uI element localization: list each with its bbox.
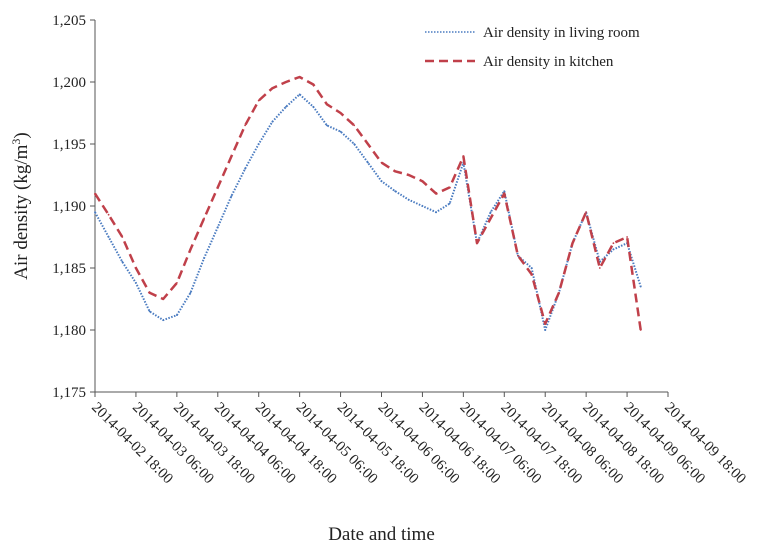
data-point — [244, 124, 247, 127]
data-point — [421, 205, 424, 207]
data-point — [257, 99, 260, 102]
data-point — [448, 202, 451, 205]
data-point — [230, 195, 233, 198]
data-point — [558, 291, 560, 294]
data-point — [626, 236, 628, 238]
data-point — [312, 105, 315, 108]
data-point — [435, 192, 437, 195]
legend-label-kitchen: Air density in kitchen — [483, 54, 614, 70]
y-axis-title: Air density (kg/m3) — [9, 132, 32, 279]
data-point — [530, 273, 533, 276]
x-axis-title: Date and time — [328, 524, 435, 545]
y-axis-ticks: 1,175 1,180 1,185 1,190 1,195 1,200 1,205 — [52, 13, 95, 401]
data-point — [189, 291, 192, 294]
data-point — [176, 314, 178, 316]
data-point — [285, 81, 287, 83]
y-axis-title-close: ) — [11, 132, 32, 138]
data-point — [312, 83, 315, 86]
data-point — [544, 329, 547, 331]
data-point — [489, 217, 492, 220]
series-lines — [93, 75, 642, 331]
data-point — [135, 267, 137, 269]
data-point — [476, 242, 478, 245]
data-point — [598, 267, 601, 269]
data-point — [489, 211, 492, 214]
y-tick-label: 1,180 — [52, 323, 86, 339]
data-point — [380, 180, 383, 183]
data-point — [176, 282, 178, 284]
data-point — [353, 124, 356, 127]
data-point — [94, 211, 96, 214]
data-point — [407, 174, 410, 176]
y-tick-label: 1,185 — [52, 261, 86, 277]
y-axis-title-superscript: 3 — [9, 139, 23, 145]
data-point — [517, 254, 519, 257]
data-point — [585, 211, 587, 214]
data-point — [544, 322, 547, 325]
legend: Air density in living room Air density i… — [425, 25, 640, 70]
data-point — [394, 190, 396, 193]
data-point — [448, 186, 451, 189]
legend-label-living-room: Air density in living room — [483, 25, 640, 41]
data-point — [148, 310, 151, 313]
data-point — [326, 103, 328, 106]
data-point — [339, 112, 342, 114]
data-point — [216, 226, 219, 229]
data-point — [135, 282, 137, 284]
data-point — [435, 211, 437, 214]
data-point — [271, 120, 274, 123]
data-point — [189, 248, 192, 251]
data-point — [107, 213, 110, 216]
data-point — [612, 242, 615, 245]
data-point — [162, 319, 165, 321]
data-point — [380, 161, 383, 164]
data-point — [107, 236, 110, 238]
data-point — [503, 190, 506, 193]
data-point — [148, 291, 151, 294]
data-point — [257, 143, 260, 145]
data-point — [612, 248, 615, 251]
y-tick-label: 1,195 — [52, 137, 86, 153]
y-tick-label: 1,190 — [52, 199, 86, 215]
data-point — [571, 242, 574, 245]
data-point — [298, 93, 301, 96]
data-point — [121, 236, 124, 238]
y-tick-label: 1,200 — [52, 75, 86, 91]
data-point — [298, 76, 301, 78]
data-point — [421, 180, 424, 183]
data-point — [462, 155, 465, 158]
data-point — [639, 285, 642, 288]
y-tick-label: 1,205 — [52, 13, 86, 29]
data-point — [339, 130, 342, 133]
data-point — [503, 192, 506, 195]
data-point — [121, 260, 124, 263]
y-tick-label: 1,175 — [52, 385, 86, 401]
data-point — [244, 167, 247, 170]
data-point — [271, 87, 274, 90]
data-point — [639, 329, 642, 331]
data-point — [367, 143, 369, 145]
data-point — [203, 257, 206, 259]
data-point — [162, 298, 165, 300]
data-point — [353, 143, 356, 145]
y-axis-title-main: Air density (kg/m — [11, 144, 32, 279]
data-point — [367, 161, 369, 164]
data-point — [230, 155, 233, 158]
data-point — [407, 198, 410, 201]
data-point — [203, 217, 206, 220]
data-point — [285, 105, 287, 108]
data-point — [94, 192, 96, 195]
data-point — [216, 186, 219, 189]
data-point — [394, 170, 396, 173]
data-point — [530, 267, 533, 269]
data-point — [326, 124, 328, 127]
